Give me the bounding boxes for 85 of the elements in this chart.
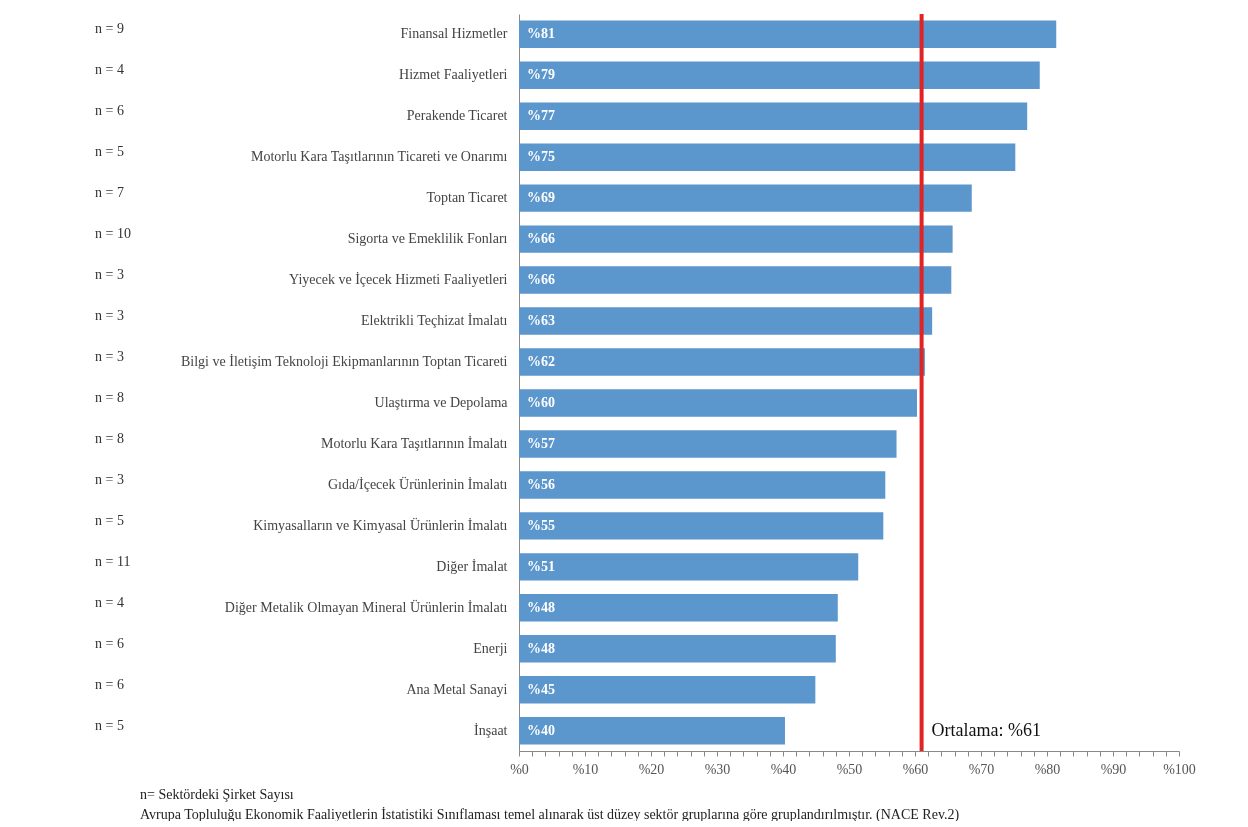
bar <box>519 553 859 581</box>
bar <box>519 102 1028 130</box>
bar <box>519 348 925 376</box>
text: n = 8 <box>95 389 124 405</box>
text: n = 3 <box>95 471 124 487</box>
y-tick-label: Ulaştırma ve Depolama <box>374 394 509 410</box>
text: n = 3 <box>95 308 124 324</box>
text: n= Sektördeki Şirket Sayısı <box>140 787 294 802</box>
x-tick-label: %50 <box>836 761 863 777</box>
bar <box>519 20 1057 48</box>
bar <box>519 471 886 499</box>
data-label: %51 <box>527 558 555 574</box>
data-label: %66 <box>527 272 555 288</box>
text: n = 5 <box>95 512 124 528</box>
x-tick-label: %90 <box>1100 761 1127 777</box>
text: n = 6 <box>95 676 124 692</box>
text: n = 8 <box>95 430 124 446</box>
x-tick-label: %80 <box>1034 761 1061 777</box>
y-tick-label: Kimyasalların ve Kimyasal Ürünlerin İmalatı <box>253 516 508 533</box>
y-tick-label: Finansal Hizmetler <box>400 26 508 42</box>
y-tick-label: Bilgi ve İletişim Teknoloji Ekipmanlarının Toptan Ticareti <box>181 354 508 370</box>
data-label: %77 <box>527 108 555 124</box>
data-label: %57 <box>527 435 555 451</box>
data-label: %48 <box>527 599 555 615</box>
y-tick-label: Yiyecek ve İçecek Hizmeti Faaliyetleri <box>289 272 508 288</box>
bar <box>519 635 836 663</box>
y-tick-label: Toptan Ticaret <box>426 190 508 206</box>
data-label: %66 <box>527 231 555 247</box>
bar <box>519 61 1040 89</box>
y-tick-label: Diğer Metalik Olmayan Mineral Ürünlerin İmalatı <box>224 598 508 615</box>
bar <box>519 225 953 253</box>
data-label: %40 <box>527 722 555 738</box>
bar <box>519 266 952 294</box>
bar <box>519 184 972 212</box>
data-label: %48 <box>527 640 555 656</box>
x-tick-label: %60 <box>902 761 929 777</box>
y-tick-label: İnşaat <box>474 722 508 738</box>
y-tick-label: Elektrikli Teçhizat İmalatı <box>361 313 508 329</box>
x-tick-label: %20 <box>638 761 665 777</box>
x-tick-label: %100 <box>1163 761 1196 777</box>
bar <box>519 307 933 335</box>
x-tick-label: %10 <box>572 761 599 777</box>
text: n = 6 <box>95 635 124 651</box>
bar <box>519 143 1016 171</box>
y-tick-label: Sigorta ve Emeklilik Fonları <box>347 231 508 247</box>
y-tick-label: Motorlu Kara Taşıtlarının İmalatı <box>320 435 508 451</box>
data-label: %79 <box>527 67 555 83</box>
y-tick-label: Enerji <box>473 640 508 656</box>
x-tick-label: %30 <box>704 761 731 777</box>
data-label: %75 <box>527 149 555 165</box>
data-label: %55 <box>527 517 555 533</box>
text: n = 10 <box>95 226 131 242</box>
y-tick-label: Motorlu Kara Taşıtlarının Ticareti ve Onarımı <box>250 149 508 165</box>
x-tick-label: %70 <box>968 761 995 777</box>
text: n = 5 <box>95 717 124 733</box>
data-label: %81 <box>527 26 555 42</box>
text: n = 6 <box>95 103 124 119</box>
y-tick-label: Hizmet Faaliyetleri <box>399 67 508 83</box>
text: n = 5 <box>95 144 124 160</box>
text: n = 11 <box>95 553 131 569</box>
y-tick-label: Perakende Ticaret <box>406 108 508 124</box>
data-label: %56 <box>527 476 555 492</box>
x-tick-label: %0 <box>510 761 529 777</box>
data-label: %63 <box>527 313 555 329</box>
bar <box>519 430 897 458</box>
text: n = 9 <box>95 21 124 37</box>
bar <box>519 717 785 745</box>
text: n = 4 <box>95 62 124 78</box>
y-tick-label: Gıda/İçecek Ürünlerinin İmalatı <box>327 475 508 492</box>
ref-line-label: Ortalama: %61 <box>931 720 1042 740</box>
data-label: %69 <box>527 190 555 206</box>
bar <box>519 512 884 540</box>
x-tick-label: %40 <box>770 761 797 777</box>
text: n = 3 <box>95 349 124 365</box>
data-label: %60 <box>527 394 555 410</box>
text: n = 3 <box>95 267 124 283</box>
text: n = 7 <box>95 185 124 201</box>
bar <box>519 389 917 417</box>
text: n = 4 <box>95 594 124 610</box>
bar <box>519 676 816 704</box>
bar <box>519 594 838 622</box>
y-tick-label: Diğer İmalat <box>436 558 508 574</box>
data-label: %45 <box>527 681 555 697</box>
data-label: %62 <box>527 354 555 370</box>
y-tick-label: Ana Metal Sanayi <box>406 681 508 697</box>
